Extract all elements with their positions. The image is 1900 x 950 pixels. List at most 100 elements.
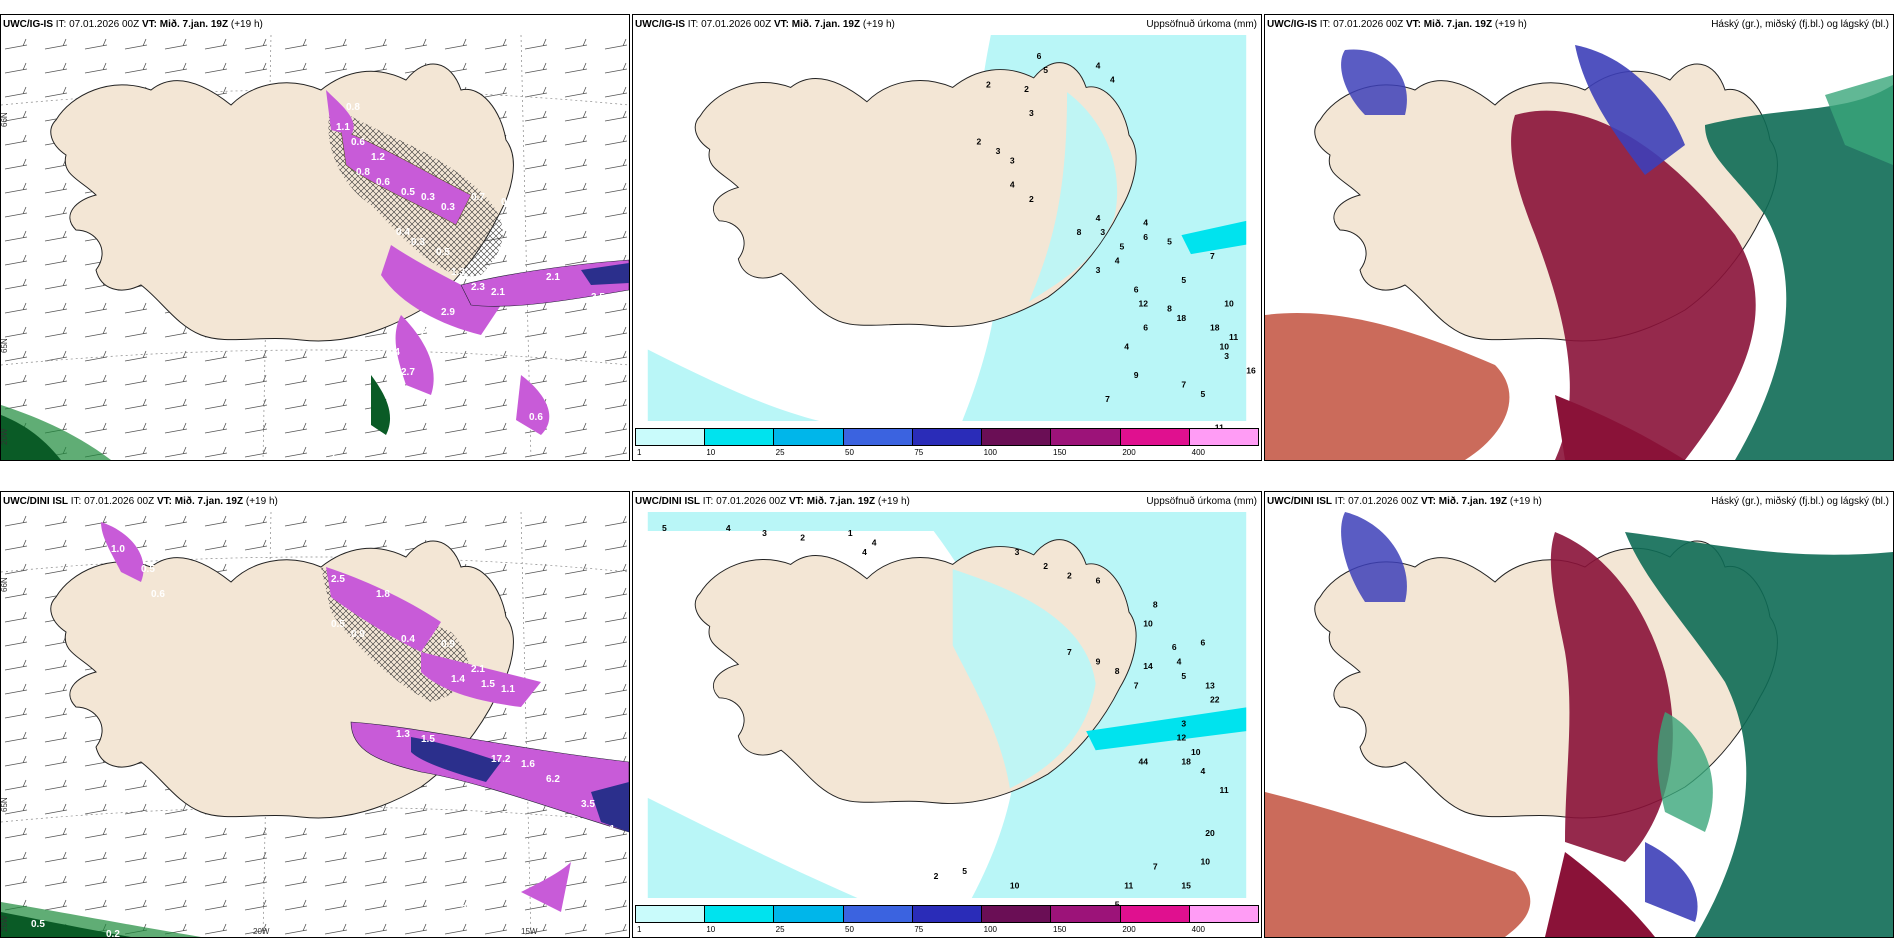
map-value-label: 1.5 (481, 679, 495, 690)
map-value-label: 2.1 (471, 664, 485, 675)
colorbar-segment (982, 906, 1052, 922)
map-value-label: 14 (1143, 661, 1153, 671)
map-value-label: 2.3 (471, 282, 485, 293)
colorbar-segment (705, 429, 775, 445)
map-value-label: 0.5 (31, 919, 45, 930)
map-value-label: 0.4 (401, 634, 415, 645)
map-value-label: 5 (662, 523, 667, 533)
panel-top-middle: UWC/IG-IS IT: 07.01.2026 00Z VT: Mið. 7.… (632, 14, 1262, 461)
map-value-label: 2 (1029, 194, 1034, 204)
lead-time: (+19 h) (245, 496, 278, 507)
map-value-label: 3 (1010, 156, 1015, 166)
map-value-label: 10 (1010, 880, 1020, 890)
lon-label-20w: 20W (253, 927, 270, 936)
colorbar-tick-label: 50 (845, 448, 854, 457)
init-time: 07.01.2026 00Z (69, 19, 140, 30)
colorbar-segment (774, 906, 844, 922)
colorbar-tick-label: 100 (983, 925, 998, 934)
colorbar-tick-label: 1 (637, 925, 642, 934)
lon-label-25w: 25W (1, 915, 9, 932)
colorbar-segment (982, 429, 1052, 445)
map-value-label: 4 (1096, 60, 1101, 70)
map-value-label: 0.3 (411, 237, 425, 248)
map-value-label: 10 (1191, 747, 1201, 757)
colorbar-tick-label: 75 (914, 448, 924, 457)
map-value-label: 0.9 (541, 242, 555, 253)
map-value-label: 1.1 (501, 684, 515, 695)
init-time: 07.01.2026 00Z (716, 496, 787, 507)
init-time: 07.01.2026 00Z (701, 19, 772, 30)
map-value-label: 10 (1200, 857, 1210, 867)
map-value-label: 9 (1096, 656, 1101, 666)
map-value-label: 4 (1096, 213, 1101, 223)
map-value-label: 4 (726, 523, 731, 533)
map-value-label: 4 (862, 547, 867, 557)
valid-time: Mið. 7.jan. 19Z (174, 496, 244, 507)
map-value-label: 5 (962, 866, 967, 876)
map-value-label: 1.0 (456, 412, 470, 423)
map-value-label: 0.6 (151, 589, 165, 600)
panel-title: Háský (gr.), miðský (fj.bl.) og lágský (… (1711, 19, 1889, 30)
colorbar-tick-label: 25 (775, 448, 785, 457)
map-value-label: 0.9 (441, 639, 455, 650)
map-value-label: 0.4 (396, 227, 410, 238)
map-value-label: 2 (1024, 84, 1029, 94)
map-value-label: 5 (1167, 237, 1172, 247)
map-value-label: 15 (1181, 880, 1191, 890)
panel-bottom-middle: UWC/DINI ISL IT: 07.01.2026 00Z VT: Mið.… (632, 491, 1262, 938)
map-value-label: 5 (1181, 671, 1186, 681)
map-value-label: 0.8 (346, 102, 360, 113)
colorbar (635, 428, 1259, 446)
valid-time: Mið. 7.jan. 19Z (1438, 496, 1508, 507)
map-value-label: 2.1 (546, 272, 560, 283)
map-value-label: 8 (1153, 599, 1158, 609)
map-value-label: 4 (1124, 341, 1129, 351)
map-value-label: 3 (1100, 227, 1105, 237)
it-label: IT: (1334, 496, 1346, 507)
model-name: UWC/DINI ISL (635, 496, 700, 507)
map-value-label: 4 (1010, 179, 1015, 189)
colorbar-tick-label: 200 (1122, 448, 1136, 457)
map-value-label: 11 (1215, 422, 1224, 432)
map-value-label: 10 (1224, 299, 1234, 309)
map-value-label: 0.6 (529, 412, 543, 423)
colorbar-tick-label: 10 (706, 448, 716, 457)
map-value-label: 0.5 (501, 197, 515, 208)
lead-time: (+19 h) (1494, 19, 1527, 30)
panel-header: UWC/IG-IS IT: 07.01.2026 00Z VT: Mið. 7.… (635, 19, 895, 30)
map-value-label: 1.0 (481, 417, 495, 428)
map-value-label: 1.1 (336, 122, 350, 133)
map-value-label: 11 (1220, 785, 1229, 795)
colorbar-segment (705, 906, 775, 922)
panel-top-left: UWC/IG-IS IT: 07.01.2026 00Z VT: Mið. 7.… (0, 14, 630, 461)
vt-label: VT: (141, 19, 157, 30)
map-value-label: 3.5 (581, 799, 595, 810)
model-name: UWC/IG-IS (1267, 19, 1317, 30)
init-time: 07.01.2026 00Z (84, 496, 155, 507)
map-value-label: 3.4 (461, 904, 475, 915)
colorbar-segment (1189, 906, 1258, 922)
lead-time: (+19 h) (1509, 496, 1542, 507)
model-name: UWC/IG-IS (635, 19, 685, 30)
map-value-label: 0.3 (421, 192, 435, 203)
map-value-label: 1.4 (451, 674, 465, 685)
valid-time: Mið. 7.jan. 19Z (1423, 19, 1493, 30)
map-value-label: 44 (1139, 757, 1149, 767)
colorbar-tick-label: 150 (1053, 448, 1067, 457)
model-name: UWC/DINI ISL (1267, 496, 1332, 507)
colorbar-segment (1051, 906, 1121, 922)
valid-time: Mið. 7.jan. 19Z (159, 19, 229, 30)
panel-top-right: UWC/IG-IS IT: 07.01.2026 00Z VT: Mið. 7.… (1264, 14, 1894, 461)
map-cloud-cover (1265, 35, 1893, 460)
map-value-label: 6 (1143, 322, 1148, 332)
colorbar-segment (1120, 429, 1190, 445)
panel-header: UWC/DINI ISL IT: 07.01.2026 00Z VT: Mið.… (3, 496, 278, 507)
map-value-label: 6 (1096, 575, 1101, 585)
map-value-label: 0.3 (441, 202, 455, 213)
it-label: IT: (1319, 19, 1331, 30)
map-value-label: 10 (1143, 618, 1153, 628)
map-value-label: 2 (986, 79, 991, 89)
map-value-label: 0.9 (351, 629, 365, 640)
colorbar-segment (774, 429, 844, 445)
